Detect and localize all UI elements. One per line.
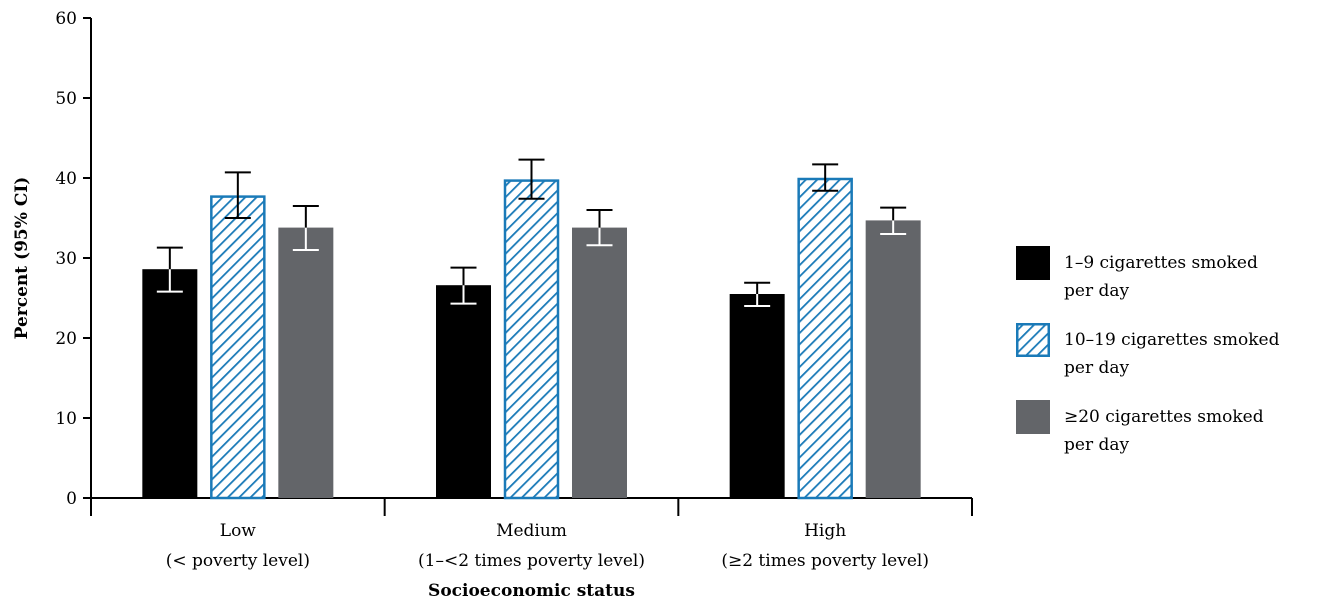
y-tick-label: 60 <box>55 9 77 29</box>
legend-label: ≥20 cigarettes smoked <box>1064 407 1264 427</box>
bar <box>572 227 627 498</box>
x-category-label: High <box>804 521 846 541</box>
y-tick-label: 10 <box>55 409 77 429</box>
error-bar <box>586 209 613 247</box>
labels: 0 10 20 30 40 50 60 Low (< poverty level) Medium (… <box>12 9 929 601</box>
y-tick-label: 20 <box>55 329 77 349</box>
legend-swatch <box>1016 323 1050 357</box>
bar <box>142 269 198 498</box>
bar <box>729 294 785 498</box>
error-bar <box>292 205 319 251</box>
y-tick-label: 50 <box>55 89 77 109</box>
legend-swatch <box>1016 246 1050 280</box>
y-tick-label: 40 <box>55 169 77 189</box>
bar <box>436 285 491 498</box>
legend-label-line2: per day <box>1064 435 1129 455</box>
x-category-sublabel: (1–<2 times poverty level) <box>418 551 645 571</box>
x-category-sublabel: (≥2 times poverty level) <box>721 551 929 571</box>
legend: 1–9 cigarettes smoked per day 10–19 cigare… <box>1016 246 1280 455</box>
bars <box>142 177 921 500</box>
bar <box>865 220 921 498</box>
error-bar <box>224 171 251 219</box>
legend-label: 1–9 cigarettes smoked <box>1064 253 1258 273</box>
legend-label-line2: per day <box>1064 281 1129 301</box>
legend-swatch <box>1016 400 1050 434</box>
error-bar <box>156 246 183 293</box>
x-axis-title: Socioeconomic status <box>428 581 635 601</box>
y-tick-label: 30 <box>55 249 77 269</box>
bar <box>278 227 334 498</box>
error-bar <box>518 158 545 200</box>
x-category-label: Low <box>220 521 257 541</box>
error-bar <box>880 206 907 235</box>
x-category-sublabel: (< poverty level) <box>166 551 310 571</box>
legend-label: 10–19 cigarettes smoked <box>1064 330 1280 350</box>
bar <box>503 179 560 500</box>
x-category-label: Medium <box>496 521 567 541</box>
error-bar <box>744 281 771 307</box>
y-tick-label: 0 <box>66 489 77 509</box>
error-bar <box>812 163 839 192</box>
bar <box>797 177 853 500</box>
error-bars <box>156 158 907 307</box>
bar <box>210 195 266 500</box>
y-axis-title: Percent (95% CI) <box>12 177 32 340</box>
legend-label-line2: per day <box>1064 358 1129 378</box>
error-bar <box>450 266 477 305</box>
